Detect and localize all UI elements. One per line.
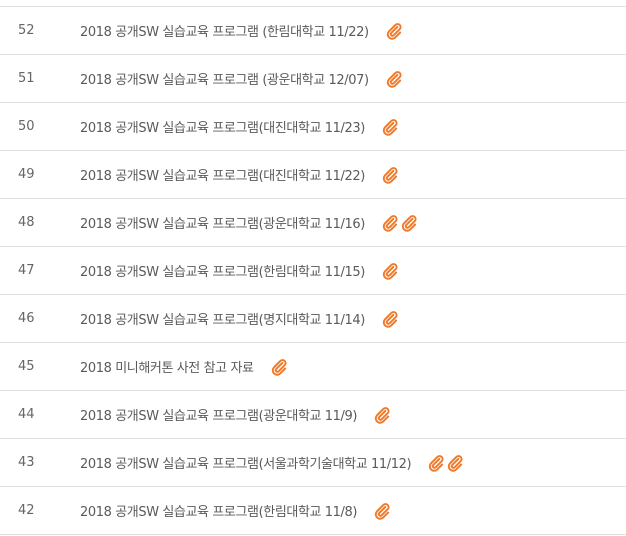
paperclip-icon[interactable] [373, 406, 391, 424]
post-number: 43 [18, 455, 35, 470]
post-row-44[interactable]: 44 2018 공개SW 실습교육 프로그램(광운대학교 11/9) [0, 391, 626, 439]
attachment-icons [373, 502, 392, 520]
post-row-42[interactable]: 42 2018 공개SW 실습교육 프로그램(한림대학교 11/8) [0, 487, 626, 535]
post-title: 2018 공개SW 실습교육 프로그램(명지대학교 11/14) [80, 313, 365, 328]
post-row-51[interactable]: 51 2018 공개SW 실습교육 프로그램 (광운대학교 12/07) [0, 55, 626, 103]
post-title-link[interactable]: 2018 공개SW 실습교육 프로그램(광운대학교 11/9) [80, 405, 392, 424]
post-title: 2018 공개SW 실습교육 프로그램(대진대학교 11/23) [80, 121, 365, 136]
post-row-43[interactable]: 43 2018 공개SW 실습교육 프로그램(서울과학기술대학교 11/12) [0, 439, 626, 487]
post-title-link[interactable]: 2018 공개SW 실습교육 프로그램(한림대학교 11/15) [80, 261, 400, 280]
attachment-icons [381, 262, 400, 280]
post-number: 44 [18, 407, 35, 422]
post-title-link[interactable]: 2018 공개SW 실습교육 프로그램(명지대학교 11/14) [80, 309, 400, 328]
post-title-link[interactable]: 2018 미니해커톤 사전 참고 자료 [80, 357, 289, 376]
post-number: 52 [18, 23, 35, 38]
post-title: 2018 공개SW 실습교육 프로그램(한림대학교 11/15) [80, 265, 365, 280]
paperclip-icon[interactable] [381, 166, 399, 184]
post-row-45[interactable]: 45 2018 미니해커톤 사전 참고 자료 [0, 343, 626, 391]
attachment-icons [373, 406, 392, 424]
post-title: 2018 공개SW 실습교육 프로그램(대진대학교 11/22) [80, 169, 365, 184]
post-title-link[interactable]: 2018 공개SW 실습교육 프로그램(한림대학교 11/8) [80, 501, 392, 520]
paperclip-icon[interactable] [270, 358, 288, 376]
paperclip-icon[interactable] [373, 502, 391, 520]
post-title: 2018 공개SW 실습교육 프로그램(광운대학교 11/9) [80, 409, 358, 424]
paperclip-icon[interactable] [381, 262, 399, 280]
post-number: 45 [18, 359, 35, 374]
paperclip-icon[interactable] [385, 70, 403, 88]
paperclip-icon[interactable] [381, 310, 399, 328]
post-title-link[interactable]: 2018 공개SW 실습교육 프로그램(광운대학교 11/16) [80, 213, 419, 232]
post-row-47[interactable]: 47 2018 공개SW 실습교육 프로그램(한림대학교 11/15) [0, 247, 626, 295]
post-number: 46 [18, 311, 35, 326]
post-title-link[interactable]: 2018 공개SW 실습교육 프로그램 (광운대학교 12/07) [80, 69, 404, 88]
post-title: 2018 공개SW 실습교육 프로그램(서울과학기술대학교 11/12) [80, 457, 412, 472]
attachment-icons [427, 454, 465, 472]
post-number: 50 [18, 119, 35, 134]
post-row-50[interactable]: 50 2018 공개SW 실습교육 프로그램(대진대학교 11/23) [0, 103, 626, 151]
attachment-icons [270, 358, 289, 376]
attachment-icons [381, 118, 400, 136]
paperclip-icon[interactable] [427, 454, 445, 472]
post-title-link[interactable]: 2018 공개SW 실습교육 프로그램(대진대학교 11/22) [80, 165, 400, 184]
post-title-link[interactable]: 2018 공개SW 실습교육 프로그램(대진대학교 11/23) [80, 117, 400, 136]
attachment-icons [385, 22, 404, 40]
post-number: 42 [18, 503, 35, 518]
post-row-49[interactable]: 49 2018 공개SW 실습교육 프로그램(대진대학교 11/22) [0, 151, 626, 199]
post-number: 51 [18, 71, 35, 86]
attachment-icons [381, 310, 400, 328]
post-title: 2018 공개SW 실습교육 프로그램(한림대학교 11/8) [80, 505, 358, 520]
post-number: 47 [18, 263, 35, 278]
post-title: 2018 공개SW 실습교육 프로그램 (광운대학교 12/07) [80, 73, 369, 88]
paperclip-icon[interactable] [381, 118, 399, 136]
paperclip-icon[interactable] [400, 214, 418, 232]
paperclip-icon[interactable] [446, 454, 464, 472]
attachment-icons [381, 166, 400, 184]
post-row-48[interactable]: 48 2018 공개SW 실습교육 프로그램(광운대학교 11/16) [0, 199, 626, 247]
attachment-icons [385, 70, 404, 88]
paperclip-icon[interactable] [381, 214, 399, 232]
post-number: 48 [18, 215, 35, 230]
post-title: 2018 공개SW 실습교육 프로그램(광운대학교 11/16) [80, 217, 365, 232]
post-title: 2018 공개SW 실습교육 프로그램 (한림대학교 11/22) [80, 25, 369, 40]
post-number: 49 [18, 167, 35, 182]
paperclip-icon[interactable] [385, 22, 403, 40]
post-list: 52 2018 공개SW 실습교육 프로그램 (한림대학교 11/22) 51 … [0, 6, 626, 535]
attachment-icons [381, 214, 419, 232]
post-row-46[interactable]: 46 2018 공개SW 실습교육 프로그램(명지대학교 11/14) [0, 295, 626, 343]
post-title-link[interactable]: 2018 공개SW 실습교육 프로그램 (한림대학교 11/22) [80, 21, 404, 40]
post-row-52[interactable]: 52 2018 공개SW 실습교육 프로그램 (한림대학교 11/22) [0, 7, 626, 55]
post-title-link[interactable]: 2018 공개SW 실습교육 프로그램(서울과학기술대학교 11/12) [80, 453, 465, 472]
post-title: 2018 미니해커톤 사전 참고 자료 [80, 361, 254, 376]
